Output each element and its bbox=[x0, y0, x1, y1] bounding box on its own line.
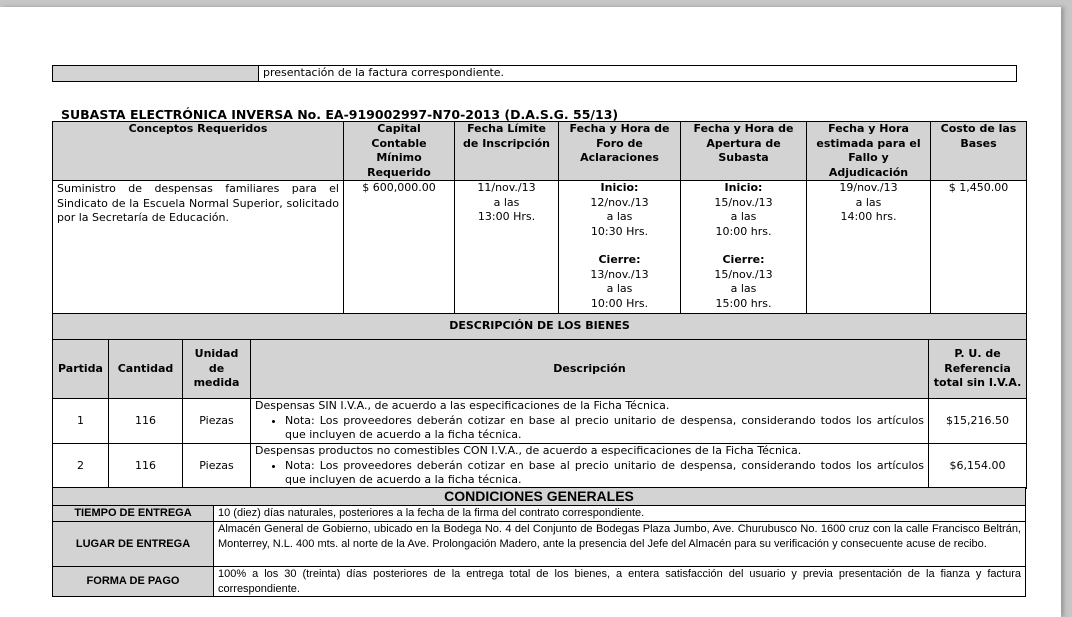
time: 15:00 hrs. bbox=[715, 296, 772, 310]
condiciones-table: CONDICIONES GENERALES TIEMPO DE ENTREGA … bbox=[52, 487, 1026, 597]
text-lugar: Almacén General de Gobierno, ubicado en … bbox=[213, 521, 1026, 567]
text: a las bbox=[493, 195, 520, 209]
bienes-table: DESCRIPCIÓN DE LOS BIENES Partida Cantid… bbox=[51, 313, 1028, 489]
date: 13/nov./13 bbox=[590, 267, 649, 281]
unidad: Piezas bbox=[182, 398, 251, 444]
document-page: presentación de la factura correspondien… bbox=[0, 7, 1061, 617]
header-partida: Partida bbox=[52, 339, 109, 399]
limite-cell: 11/nov./13 a las 13:00 Hrs. bbox=[454, 180, 559, 314]
descripcion: Despensas SIN I.V.A., de acuerdo a las e… bbox=[250, 398, 929, 444]
costo-cell: $ 1,450.00 bbox=[930, 180, 1027, 314]
capital-cell: $ 600,000.00 bbox=[343, 180, 455, 314]
fallo-cell: 19/nov./13 a las 14:00 hrs. bbox=[806, 180, 931, 314]
header-unidad: Unidad de medida bbox=[182, 339, 251, 399]
pu: $6,154.00 bbox=[927, 443, 1028, 489]
desc-text: Despensas productos no comestibles CON I… bbox=[255, 444, 802, 457]
label-tiempo: TIEMPO DE ENTREGA bbox=[52, 505, 214, 522]
date: 12/nov./13 bbox=[590, 195, 649, 209]
header-costo: Costo de las Bases bbox=[930, 121, 1027, 181]
date: 11/nov./13 bbox=[477, 181, 536, 194]
header-cantidad: Cantidad bbox=[108, 339, 183, 399]
label-pago: FORMA DE PAGO bbox=[52, 566, 214, 597]
table-row: 2 116 Piezas Despensas productos no come… bbox=[52, 443, 1028, 489]
cantidad: 116 bbox=[108, 398, 183, 444]
apertura-cell: Inicio: 15/nov./13 a las 10:00 hrs. Cier… bbox=[680, 180, 807, 314]
inicio-label: Inicio: bbox=[724, 181, 763, 194]
text: a las bbox=[730, 210, 757, 223]
pu: $15,216.50 bbox=[927, 398, 1028, 444]
header-foro: Fecha y Hora de Foro de Aclaraciones bbox=[558, 121, 681, 181]
auction-table: Conceptos Requeridos Capital Contable Mí… bbox=[52, 121, 1027, 314]
text-pago: 100% a los 30 (treinta) días posteriores… bbox=[213, 566, 1026, 597]
unidad: Piezas bbox=[182, 443, 251, 489]
foro-cell: Inicio: 12/nov./13 a las 10:30 Hrs. Cier… bbox=[558, 180, 681, 314]
concepto-cell: Suministro de despensas familiares para … bbox=[52, 180, 344, 314]
nota: Nota: Los proveedores deberán cotizar en… bbox=[285, 459, 924, 488]
inicio-label: Inicio: bbox=[600, 181, 639, 194]
time: 10:30 Hrs. bbox=[590, 224, 649, 238]
text: a las bbox=[730, 282, 757, 295]
condiciones-title: CONDICIONES GENERALES bbox=[52, 487, 1026, 506]
cierre-label: Cierre: bbox=[598, 253, 641, 266]
header-apertura: Fecha y Hora de Apertura de Subasta bbox=[680, 121, 807, 181]
top-row-text: presentación de la factura correspondien… bbox=[258, 65, 1017, 82]
descripcion: Despensas productos no comestibles CON I… bbox=[250, 443, 929, 489]
label-lugar: LUGAR DE ENTREGA bbox=[52, 521, 214, 567]
time: 13:00 Hrs. bbox=[477, 210, 536, 223]
time: 10:00 hrs. bbox=[715, 224, 772, 238]
text: a las bbox=[606, 210, 633, 223]
top-row-table: presentación de la factura correspondien… bbox=[52, 65, 1017, 82]
header-conceptos: Conceptos Requeridos bbox=[52, 121, 344, 181]
text: a las bbox=[855, 195, 882, 209]
header-capital: Capital Contable Mínimo Requerido bbox=[343, 121, 455, 181]
header-pu: P. U. de Referencia total sin I.V.A. bbox=[927, 339, 1028, 399]
date: 15/nov./13 bbox=[714, 267, 773, 281]
bienes-title: DESCRIPCIÓN DE LOS BIENES bbox=[51, 313, 1028, 340]
date: 15/nov./13 bbox=[714, 195, 773, 209]
desc-text: Despensas SIN I.V.A., de acuerdo a las e… bbox=[255, 399, 670, 412]
table-row: 1 116 Piezas Despensas SIN I.V.A., de ac… bbox=[52, 398, 1028, 444]
cantidad: 116 bbox=[108, 443, 183, 489]
nota: Nota: Los proveedores deberán cotizar en… bbox=[285, 414, 924, 443]
header-limite: Fecha Límite de Inscripción bbox=[454, 121, 559, 181]
time: 14:00 hrs. bbox=[840, 210, 897, 223]
auction-title: SUBASTA ELECTRÓNICA INVERSA No. EA-91900… bbox=[61, 107, 619, 122]
partida: 2 bbox=[52, 443, 109, 489]
header-descripcion: Descripción bbox=[250, 339, 929, 399]
time: 10:00 Hrs. bbox=[590, 296, 649, 310]
gray-cell bbox=[52, 65, 259, 82]
date: 19/nov./13 bbox=[839, 181, 898, 194]
text-tiempo: 10 (diez) días naturales, posteriores a … bbox=[213, 505, 1026, 522]
partida: 1 bbox=[52, 398, 109, 444]
cierre-label: Cierre: bbox=[722, 253, 765, 266]
text: a las bbox=[606, 282, 633, 295]
header-fallo: Fecha y Hora estimada para el Fallo y Ad… bbox=[806, 121, 931, 181]
